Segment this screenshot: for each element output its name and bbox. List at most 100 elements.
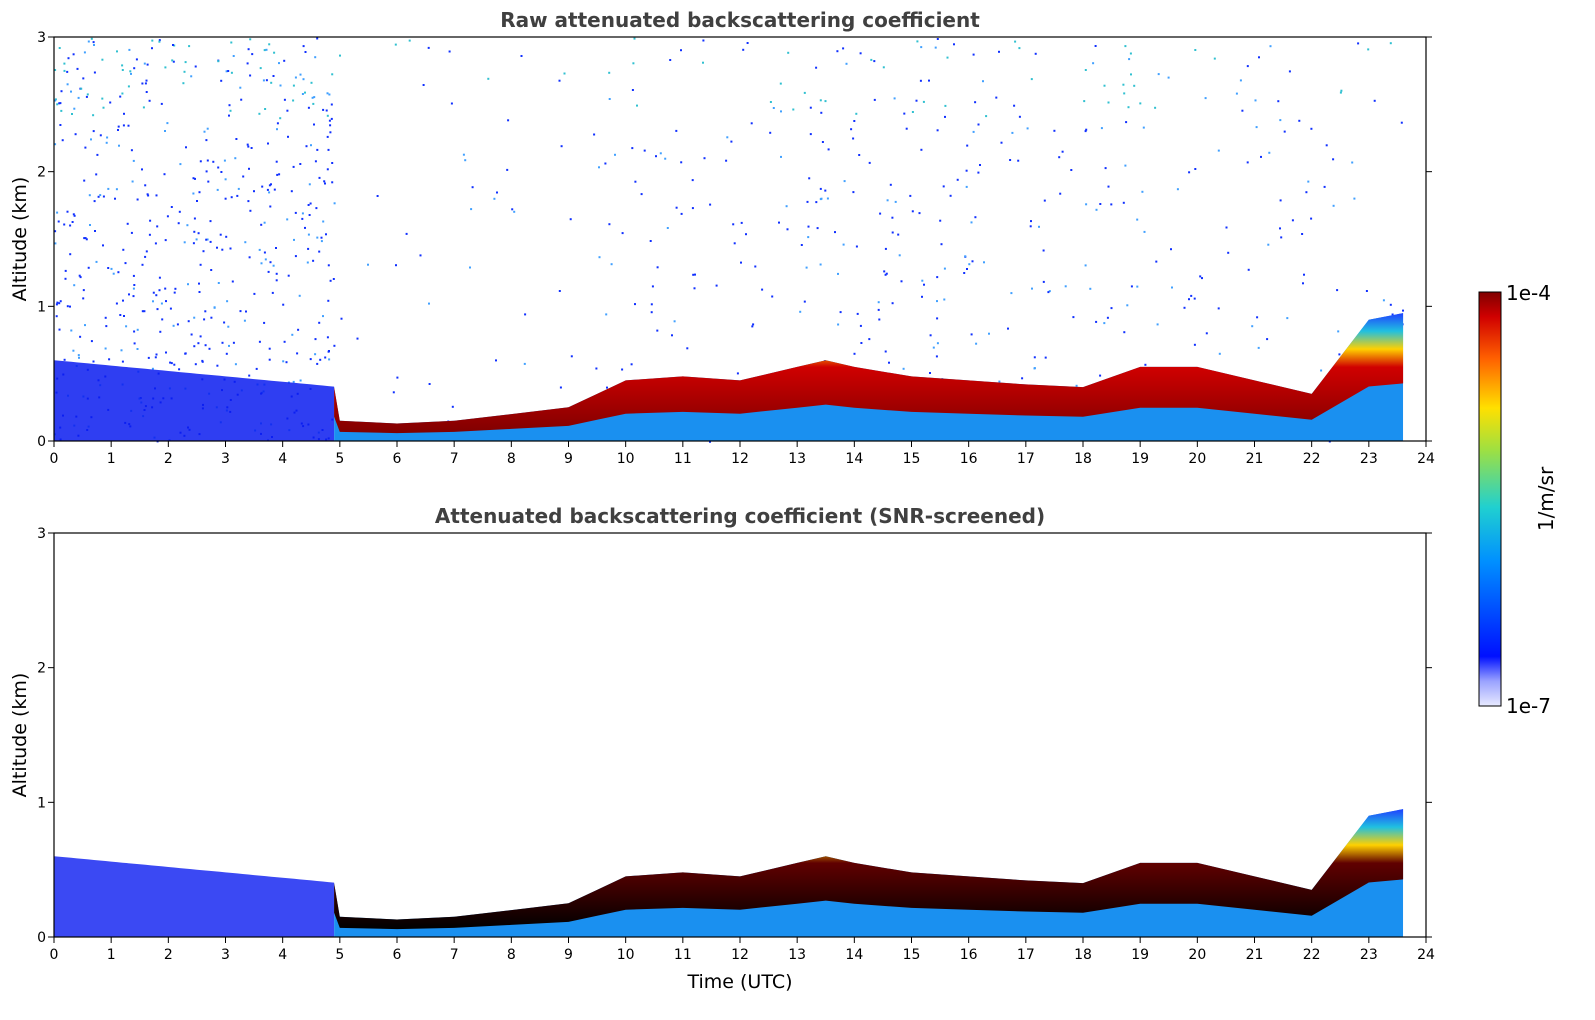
noise-pixel: [1009, 159, 1012, 161]
noise-pixel: [507, 119, 510, 122]
noise-pixel: [174, 287, 177, 290]
noise-pixel: [309, 202, 312, 205]
x-tick-label: 0: [50, 947, 59, 963]
noise-pixel: [745, 233, 747, 236]
noise-pixel: [314, 338, 317, 341]
noise-pixel: [192, 192, 195, 195]
x-tick-label: 1: [107, 451, 116, 467]
x-tick-label: 22: [1303, 947, 1321, 963]
noise-pixel: [733, 242, 736, 245]
noise-pixel: [260, 262, 263, 265]
noise-pixel: [675, 206, 678, 209]
noise-pixel: [276, 128, 278, 131]
noise-pixel: [268, 43, 271, 46]
noise-pixel: [72, 213, 75, 216]
noise-pixel: [333, 344, 336, 347]
x-tick-label: 7: [450, 451, 459, 467]
x-tick-label: 8: [507, 947, 516, 963]
x-tick-label: 7: [450, 947, 459, 963]
noise-pixel: [164, 66, 167, 69]
noise-pixel: [307, 204, 310, 206]
noise-pixel: [1013, 104, 1016, 107]
noise-pixel: [1030, 78, 1033, 81]
noise-pixel: [144, 255, 147, 258]
noise-pixel: [228, 114, 230, 117]
noise-pixel: [85, 238, 88, 241]
noise-pixel: [694, 273, 696, 276]
noise-pixel: [928, 79, 930, 82]
noise-pixel: [1332, 204, 1335, 207]
noise-pixel: [920, 148, 923, 151]
noise-pixel: [54, 98, 57, 101]
noise-pixel: [263, 321, 266, 324]
noise-pixel: [633, 37, 636, 40]
noise-pixel: [145, 79, 148, 82]
noise-pixel: [1133, 84, 1136, 87]
noise-pixel: [304, 226, 306, 229]
noise-pixel: [275, 272, 278, 275]
noise-pixel: [72, 349, 75, 352]
noise-pixel: [598, 256, 601, 259]
noise-pixel: [771, 295, 774, 298]
noise-pixel: [799, 310, 802, 313]
noise-pixel: [64, 269, 67, 272]
noise-pixel: [312, 259, 315, 262]
noise-pixel: [245, 310, 247, 313]
noise-pixel: [1188, 171, 1191, 174]
noise-pixel: [1279, 119, 1282, 122]
noise-pixel: [264, 258, 267, 261]
x-tick-label: 12: [731, 451, 749, 467]
noise-pixel: [258, 340, 261, 343]
noise-pixel: [327, 148, 330, 151]
noise-pixel: [322, 220, 325, 223]
noise-pixel: [946, 56, 949, 59]
noise-pixel: [1280, 236, 1283, 239]
noise-pixel: [1089, 287, 1092, 290]
noise-pixel: [292, 99, 295, 102]
noise-pixel: [269, 205, 272, 208]
noise-pixel: [972, 130, 975, 133]
noise-pixel: [302, 45, 305, 48]
noise-pixel: [316, 148, 319, 151]
noise-pixel: [128, 293, 130, 296]
noise-pixel: [185, 146, 187, 149]
noise-pixel: [173, 363, 176, 366]
noise-pixel: [826, 197, 829, 200]
noise-pixel: [605, 313, 608, 316]
x-tick-label: 4: [278, 947, 287, 963]
noise-pixel: [144, 82, 147, 85]
noise-pixel: [261, 185, 264, 188]
noise-pixel: [1048, 290, 1051, 293]
x-tick-label: 14: [845, 947, 863, 963]
noise-pixel: [316, 362, 319, 365]
noise-pixel: [1103, 322, 1106, 325]
noise-pixel: [268, 358, 271, 361]
noise-pixel: [130, 149, 133, 152]
noise-pixel: [187, 283, 189, 286]
noise-pixel: [279, 117, 282, 120]
noise-pixel: [107, 187, 110, 190]
noise-pixel: [1123, 92, 1126, 95]
noise-pixel: [845, 62, 848, 65]
noise-pixel: [333, 202, 336, 205]
noise-pixel: [89, 224, 91, 226]
noise-pixel: [785, 205, 788, 208]
noise-pixel: [740, 261, 742, 264]
noise-pixel: [806, 200, 809, 203]
noise-pixel: [173, 44, 176, 47]
noise-pixel: [259, 67, 262, 70]
noise-pixel: [59, 102, 62, 105]
noise-pixel: [229, 247, 232, 250]
noise-pixel: [807, 225, 810, 228]
noise-pixel: [122, 124, 125, 127]
noise-pixel: [301, 217, 304, 220]
x-tick-label: 3: [221, 947, 230, 963]
noise-pixel: [1033, 356, 1036, 359]
noise-pixel: [328, 119, 331, 122]
noise-pixel: [318, 321, 321, 324]
noise-pixel: [394, 43, 397, 46]
noise-pixel: [1030, 220, 1032, 223]
noise-pixel: [915, 99, 918, 102]
noise-pixel: [1072, 316, 1075, 319]
noise-pixel: [121, 64, 124, 67]
